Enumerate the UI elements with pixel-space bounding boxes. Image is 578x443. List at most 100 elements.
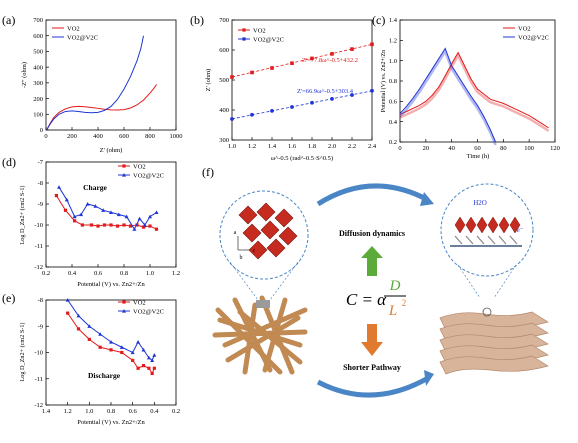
- x-tick-label: 1.8: [308, 143, 316, 150]
- data-point: [154, 210, 159, 214]
- data-point: [270, 66, 274, 70]
- data-point: [109, 210, 113, 214]
- x-tick-label: 1.4: [268, 143, 277, 150]
- panel-label: (d): [2, 155, 16, 169]
- panel-label: (e): [2, 291, 15, 305]
- x-tick-label: 0.8: [107, 408, 115, 415]
- octahedron-icon: [260, 220, 280, 240]
- x-tick-label: 1.2: [64, 408, 72, 415]
- legend-marker: [122, 309, 126, 313]
- panel-title: Discharge: [88, 371, 121, 380]
- data-point: [120, 350, 124, 355]
- data-point: [98, 332, 103, 336]
- x-tick-label: 2.2: [348, 143, 356, 150]
- data-point: [146, 355, 151, 360]
- x-tick-label: 0.6: [129, 408, 138, 415]
- green-up-arrow-icon: [361, 246, 383, 276]
- y-tick-label: 0.8: [389, 78, 397, 85]
- arrowhead: [420, 192, 434, 206]
- data-point: [87, 324, 92, 328]
- series-band-0: [399, 52, 550, 132]
- data-point: [80, 223, 84, 227]
- x-tick-label: 1.0: [146, 270, 154, 277]
- x-tick-label: 400: [93, 133, 103, 140]
- electron-label: e⁻: [517, 226, 524, 234]
- schematic-panel: (f) a c b Diffusion dynamics C = αDL 2 Shorter …: [202, 165, 549, 398]
- y-tick-label: 200: [33, 96, 43, 103]
- data-point: [330, 97, 334, 101]
- fit-equation-blue: Z'=66.9ω^-0.5+303.4: [297, 88, 354, 95]
- y-tick-label: 400: [33, 64, 43, 71]
- data-point: [76, 327, 81, 331]
- x-tick-label: 120: [550, 145, 560, 152]
- data-point: [148, 224, 152, 228]
- data-point: [124, 214, 129, 219]
- data-point: [141, 225, 146, 229]
- y-tick-label: 300: [33, 80, 43, 87]
- panel-label: (f): [202, 165, 214, 179]
- x-tick-label: 40: [448, 145, 455, 152]
- data-point: [130, 350, 135, 355]
- octahedron-icon: [274, 208, 294, 228]
- data-point: [73, 219, 77, 223]
- shorter-pathway-label: Shorter Pathway: [343, 363, 401, 372]
- data-point: [93, 204, 98, 208]
- data-point: [109, 348, 113, 352]
- data-point: [230, 75, 234, 79]
- plot-frame: [45, 161, 177, 268]
- x-tick-label: 0: [44, 133, 47, 140]
- data-point: [72, 214, 77, 219]
- octahedron-icon: [498, 216, 510, 234]
- diffusion-dynamics-label: Diffusion dynamics: [339, 229, 405, 238]
- series-line-0: [399, 51, 549, 129]
- v2c-bond: [509, 235, 518, 245]
- x-tick-label: 0: [398, 145, 401, 152]
- zoom-circle-right: [440, 183, 534, 277]
- data-point: [131, 358, 135, 362]
- data-point: [330, 52, 334, 56]
- equation-numerator: D: [389, 278, 401, 294]
- legend-label: VO2: [133, 299, 146, 306]
- y-tick-label: 600: [33, 33, 43, 40]
- highlight-region: [256, 300, 270, 308]
- curved-arrow-icon: [316, 183, 430, 207]
- data-point: [370, 42, 374, 47]
- legend-marker: [122, 300, 126, 304]
- y-tick-label: -11: [35, 376, 43, 383]
- x-tick-label: 1.2: [248, 143, 256, 150]
- x-tick-label: 0.4: [150, 408, 159, 415]
- fit-equation-red: Z'=77.8ω^-0.5+432.2: [302, 57, 358, 64]
- equation-exponent: 2: [402, 298, 407, 308]
- legend-marker: [122, 164, 126, 168]
- data-point: [65, 298, 70, 302]
- data-point: [128, 224, 133, 228]
- data-point: [119, 345, 124, 349]
- data-point: [98, 345, 102, 349]
- octahedron-icon: [487, 216, 499, 234]
- legend-label: VO2: [67, 25, 80, 32]
- x-tick-label: 0.2: [172, 408, 180, 415]
- x-tick-label: 800: [145, 133, 155, 140]
- x-tick-label: 100: [524, 145, 534, 152]
- data-point: [310, 100, 314, 105]
- octahedron-icon: [248, 240, 268, 260]
- sheet-layer: [439, 355, 549, 375]
- vo2-crystal-icon: [238, 202, 298, 260]
- x-tick-label: 200: [67, 133, 77, 140]
- fit-line-1: [231, 90, 373, 120]
- data-point: [63, 208, 68, 212]
- octahedron-icon: [242, 223, 262, 243]
- data-point: [76, 313, 81, 318]
- y-tick-label: 700: [219, 17, 229, 24]
- legend-marker: [242, 37, 246, 41]
- legend-label: VO2@V2C: [133, 308, 164, 315]
- octahedron-icon: [465, 216, 477, 234]
- data-point: [152, 353, 157, 357]
- axis-c-label: c: [253, 248, 256, 254]
- y-axis-label: Potential (V) vs. Zn2+/Zn: [380, 50, 387, 112]
- data-point: [89, 223, 94, 227]
- y-tick-label: -7: [38, 159, 44, 166]
- y-tick-label: 0.2: [389, 139, 397, 146]
- highlight-spot: [482, 307, 492, 317]
- y-tick-label: 0.4: [389, 119, 398, 126]
